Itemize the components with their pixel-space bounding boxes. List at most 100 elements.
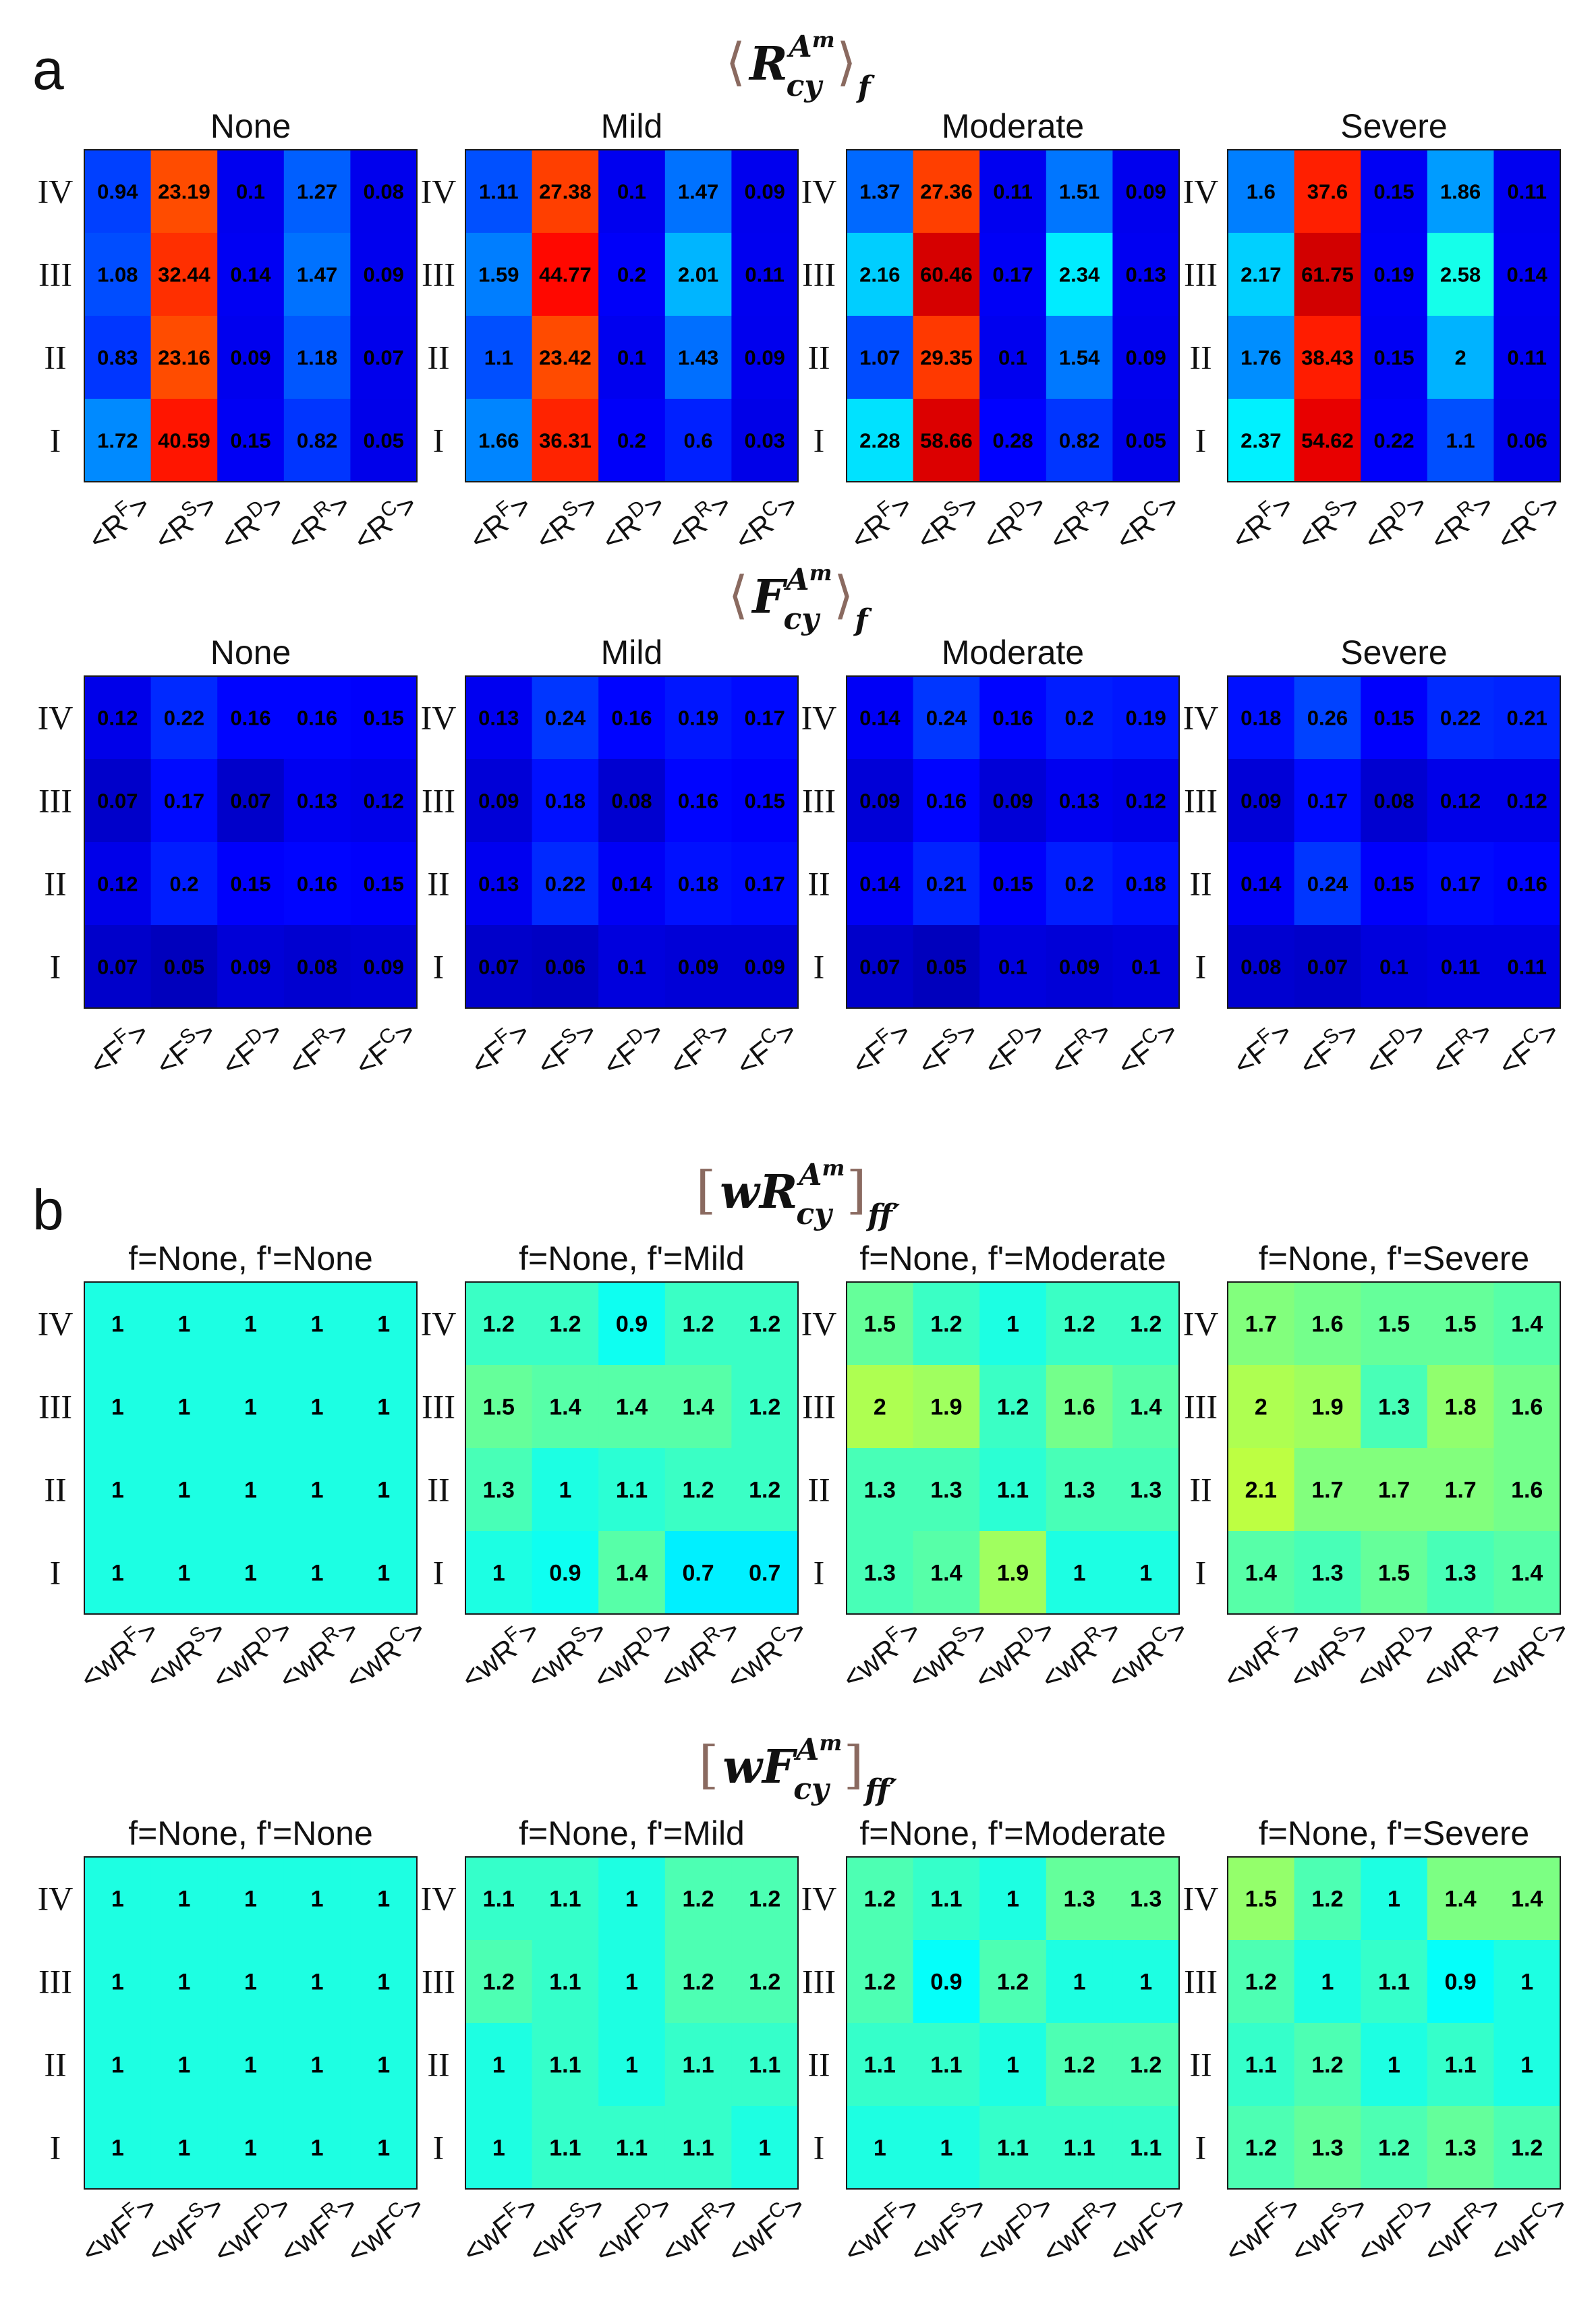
heatmap-frame [846, 1856, 1180, 2190]
heatmap-cell [1361, 233, 1428, 316]
cell-value-label: 1 [111, 1395, 124, 1420]
heatmap-cell [1361, 925, 1428, 1009]
cell-value-label: 0.2 [1065, 706, 1094, 730]
heatmap-cell [664, 1282, 732, 1366]
cell-value-label: 0.24 [926, 706, 967, 730]
cell-value-label: 0.05 [164, 955, 204, 979]
row-label: III [38, 1963, 72, 2001]
cell-value-label: 1.1 [682, 2136, 714, 2161]
row-label: III [802, 782, 836, 820]
cell-value-label: 1 [311, 1561, 324, 1586]
cell-value-label: 1 [177, 1478, 190, 1503]
heatmap-cell [1361, 1531, 1428, 1615]
row-label: IV [801, 1880, 837, 1918]
cell-value-label: 27.38 [539, 180, 592, 204]
row-label: III [422, 1963, 455, 2001]
row-label: I [433, 422, 445, 460]
heatmap-frame [1227, 1281, 1561, 1615]
cell-value-label: 1.2 [1311, 1887, 1343, 1912]
heatmap-cell [465, 842, 533, 926]
heatmap-cell [1294, 2023, 1361, 2107]
row-label: I [433, 1554, 445, 1592]
row-label: IV [421, 1880, 457, 1918]
cell-value-label: 0.15 [1373, 872, 1414, 896]
cell-value-label: 0.2 [617, 263, 646, 287]
heatmap-cell [283, 1448, 351, 1532]
heatmap-cell [847, 1365, 914, 1449]
heatmap-cell [913, 1940, 980, 2024]
cell-value-label: 1 [559, 1478, 571, 1503]
cell-value-label: 1.1 [930, 2053, 962, 2078]
heatmap-cell [1046, 150, 1113, 233]
heatmap-cell [1493, 316, 1561, 399]
cell-value-label: 1.5 [1444, 1312, 1476, 1337]
row-label: II [427, 2046, 449, 2084]
row-label: III [1184, 782, 1218, 820]
cell-value-label: 1.1 [1378, 1970, 1410, 1995]
cell-value-label: 1 [1006, 1887, 1019, 1912]
heatmap-frame [84, 149, 418, 482]
cell-value-label: 0.16 [297, 706, 337, 730]
row-label: II [1189, 2046, 1212, 2084]
cell-value-label: 1.5 [1245, 1887, 1277, 1912]
cell-value-label: 0.16 [230, 706, 270, 730]
heatmap-cell [1493, 1282, 1561, 1366]
column-label: <RC> [1489, 485, 1567, 557]
heatmap-cell [847, 676, 914, 760]
heatmap-cell [1427, 925, 1494, 1009]
heatmap-cell [283, 1940, 351, 2024]
heatmap-cell [283, 1857, 351, 1941]
cell-value-label: 1.4 [616, 1561, 648, 1586]
heatmap-cell [598, 925, 666, 1009]
cell-value-label: 1 [758, 2136, 771, 2161]
cell-value-label: 1 [1388, 1887, 1400, 1912]
row-label: IV [421, 1305, 457, 1343]
heatmap-cell [1361, 1282, 1428, 1366]
cell-value-label: 0.15 [1373, 706, 1414, 730]
heatmap-cell [1112, 233, 1180, 316]
column-label: <RD> [594, 485, 672, 557]
heatmap-cell [1427, 316, 1494, 399]
heatmap-cell [465, 676, 533, 760]
cell-value-label: 1.2 [997, 1395, 1029, 1420]
cell-value-label: 1.4 [1511, 1561, 1543, 1586]
cell-value-label: 1.2 [682, 1887, 714, 1912]
row-label: IV [421, 173, 457, 211]
cell-value-label: 1.47 [297, 263, 337, 287]
heatmap-cell [913, 842, 980, 926]
heatmap-cell [217, 399, 285, 482]
heatmap-cell [84, 399, 152, 482]
cell-value-label: 1 [377, 1395, 390, 1420]
cell-value-label: 1.2 [749, 1395, 780, 1420]
chart-3: [wRAm cy]ff′ f=None, f'=None 1 1 1 1 1 1 1 1 1 1 1 1 1 1… [38, 1155, 1576, 1696]
row-label: IV [38, 1305, 74, 1343]
column-label: <wFC> [339, 2187, 431, 2271]
column-label: <RR> [1042, 485, 1120, 557]
heatmap-cell [1046, 1940, 1113, 2024]
cell-value-label: 36.31 [539, 429, 592, 453]
row-label: II [44, 339, 66, 377]
cell-value-label: 0.16 [678, 789, 718, 813]
cell-value-label: 1.1 [484, 346, 513, 370]
heatmap-cell [731, 233, 799, 316]
heatmap-cell [350, 1940, 418, 2024]
heatmap-cell [598, 399, 666, 482]
heatmap-cell [598, 1282, 666, 1366]
heatmap-cell [1427, 2023, 1494, 2107]
heatmap-cell [150, 2023, 218, 2107]
heatmap-cell [1493, 842, 1561, 926]
heatmap-cell [847, 1282, 914, 1366]
cell-value-label: 2 [1454, 346, 1466, 370]
cell-value-label: 1 [111, 1312, 124, 1337]
heatmap-4-4: f=None, f'=Severe 1.5 1.2 1 1.4 1.4 1.2 1 1.1 0.9… [1183, 1814, 1574, 2270]
cell-value-label: 0.11 [993, 180, 1033, 204]
heatmap-cell [150, 1531, 218, 1615]
cell-value-label: 0.19 [1373, 263, 1414, 287]
cell-value-label: 0.12 [97, 872, 138, 896]
row-label: IV [1183, 699, 1219, 737]
cell-value-label: 0.07 [364, 346, 404, 370]
cell-value-label: 1 [311, 1478, 324, 1503]
cell-value-label: 1.4 [930, 1561, 962, 1586]
cell-value-label: 1.72 [97, 429, 138, 453]
row-label: III [802, 1963, 836, 2001]
